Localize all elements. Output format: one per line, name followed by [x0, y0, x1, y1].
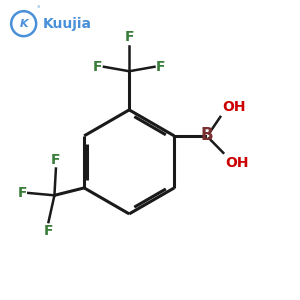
Text: F: F	[17, 186, 27, 200]
Text: B: B	[201, 126, 213, 144]
Text: Kuujia: Kuujia	[43, 17, 92, 31]
Text: K: K	[20, 19, 28, 29]
Text: OH: OH	[225, 156, 248, 170]
Text: F: F	[51, 153, 61, 167]
Text: OH: OH	[222, 100, 245, 114]
Text: F: F	[156, 60, 165, 74]
Text: °: °	[37, 7, 40, 13]
Text: F: F	[93, 60, 102, 74]
Text: F: F	[44, 224, 53, 238]
Text: F: F	[124, 31, 134, 44]
